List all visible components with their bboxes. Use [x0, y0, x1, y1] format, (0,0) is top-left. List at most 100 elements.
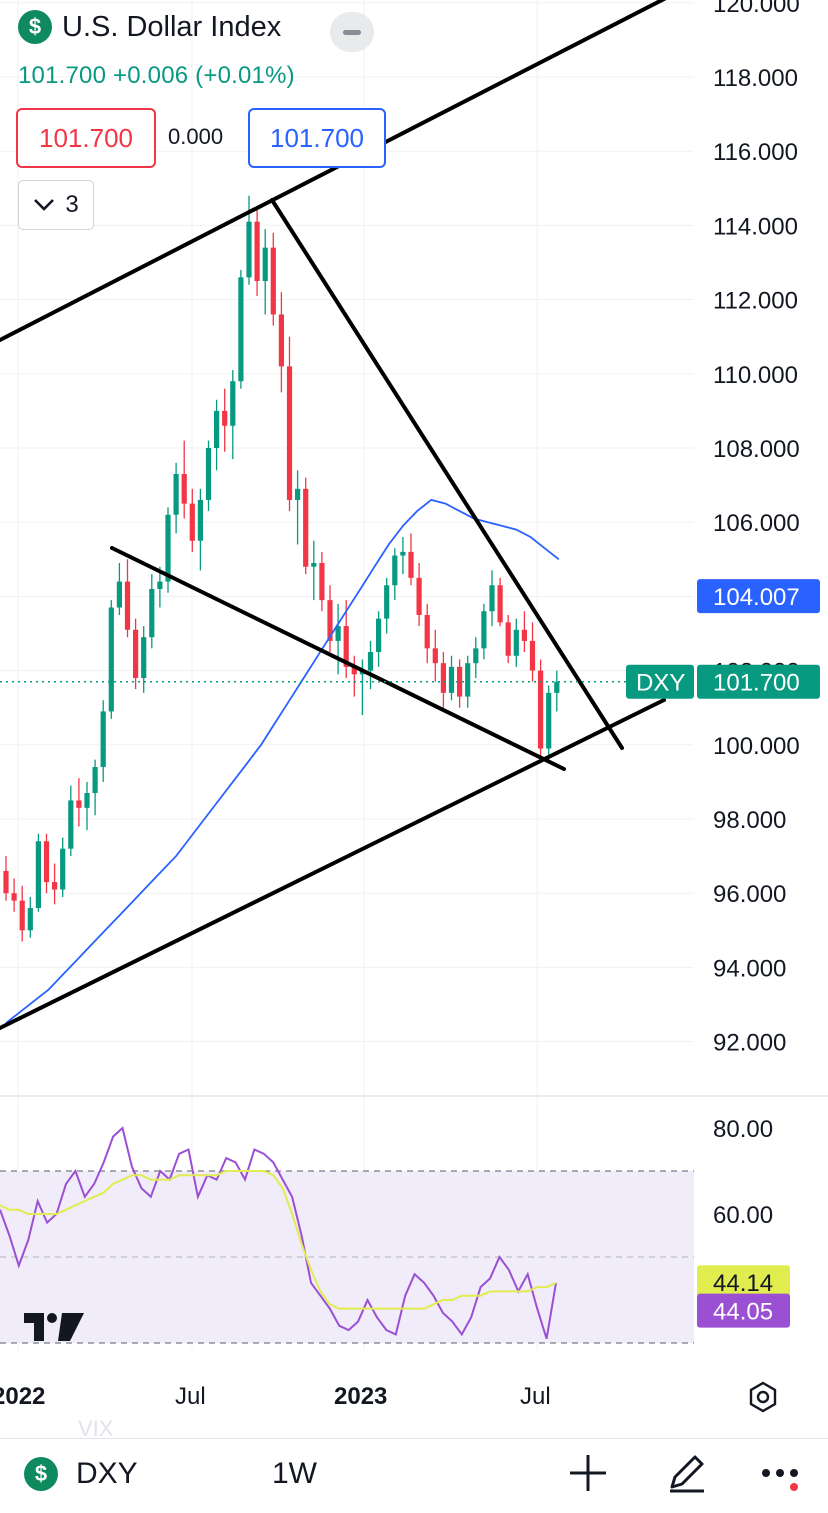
- pen-icon[interactable]: [664, 1449, 710, 1495]
- chart-grid: [0, 0, 828, 1350]
- candle-body: [295, 488, 301, 500]
- symbol-selector[interactable]: DXY: [76, 1457, 138, 1490]
- symbol-tag-bg: [626, 664, 694, 699]
- candle-body: [133, 629, 139, 679]
- candle-body: [408, 551, 414, 578]
- symbol-header[interactable]: $ U.S. Dollar Index: [18, 10, 281, 44]
- price-candles: [3, 195, 560, 942]
- candle-body: [189, 503, 195, 541]
- buy-button[interactable]: 101.700: [248, 108, 386, 168]
- candle-body: [376, 618, 382, 653]
- candle-body: [513, 629, 519, 656]
- price-tick-label: 110.000: [713, 362, 798, 389]
- candle-body: [311, 563, 317, 567]
- price-change: 101.700 +0.006 (+0.01%): [18, 62, 295, 89]
- trendline: [0, 698, 666, 1030]
- candle-body: [424, 614, 430, 649]
- chart-area[interactable]: 120.000 118.000 116.000 114.000 112.000 110.0…: [0, 0, 828, 1440]
- moving-average-line: [5, 498, 560, 1024]
- candle-body: [19, 900, 25, 931]
- time-axis: 2022 Jul 2023 Jul: [0, 1383, 551, 1410]
- candle-body: [3, 870, 9, 894]
- more-icon[interactable]: [758, 1461, 804, 1491]
- candle-body: [554, 681, 560, 693]
- candle-body: [489, 585, 495, 612]
- candle-body: [254, 221, 260, 282]
- price-tick-label: 96.000: [713, 881, 786, 908]
- symbol-tag: DXY: [636, 670, 685, 697]
- ma-tag: 104.007: [713, 584, 800, 611]
- watermark-text: VIX: [78, 1416, 114, 1441]
- ma-tag-bg: [697, 579, 820, 614]
- chevron-down-icon: [34, 199, 55, 211]
- candle-body: [124, 581, 131, 630]
- candle-body: [165, 514, 171, 582]
- price-tick-label: 114.000: [713, 213, 798, 240]
- candle-body: [384, 585, 390, 619]
- price-tick-label: 112.000: [713, 288, 798, 315]
- candle-body: [416, 577, 422, 615]
- candle-body: [238, 277, 244, 382]
- dollar-icon: $: [24, 1457, 58, 1491]
- candle-body: [319, 563, 325, 601]
- candle-body: [60, 848, 66, 890]
- candle-body: [392, 555, 398, 586]
- candle-body: [35, 841, 41, 909]
- trendline: [110, 546, 566, 771]
- time-tick-label: Jul: [175, 1383, 206, 1410]
- candle-body: [222, 410, 228, 426]
- tradingview-logo-icon: [24, 1313, 84, 1341]
- rsi-ma-tag-bg: [697, 1265, 790, 1300]
- candle-body: [246, 221, 252, 278]
- candle-body: [278, 314, 284, 367]
- candle-body: [432, 648, 438, 664]
- candle-body: [473, 648, 479, 664]
- spread-value: 0.000: [168, 124, 224, 149]
- candle-body: [335, 626, 341, 641]
- price-tick-label: 92.000: [713, 1030, 786, 1057]
- candle-body: [52, 882, 58, 890]
- candle-body: [327, 600, 333, 641]
- sell-button[interactable]: 101.700: [16, 108, 156, 168]
- price-tick-label: 118.000: [713, 65, 798, 92]
- symbol-title: U.S. Dollar Index: [62, 10, 282, 43]
- rsi-tick-label: 60.00: [713, 1202, 773, 1229]
- rsi-ma-tag: 44.14: [713, 1270, 773, 1297]
- rsi-tag: 44.05: [713, 1299, 773, 1326]
- interval-selector[interactable]: 1W: [272, 1457, 317, 1490]
- minus-icon: [343, 29, 361, 35]
- candle-body: [108, 607, 114, 712]
- candle-body: [205, 448, 212, 500]
- candle-body: [448, 666, 455, 693]
- dollar-icon: $: [18, 10, 52, 44]
- candle-body: [481, 611, 487, 649]
- price-tick-label: 120.000: [713, 0, 800, 18]
- settings-hexagon-icon[interactable]: [746, 1380, 780, 1414]
- price-tick-label: 108.000: [713, 436, 800, 463]
- plus-icon[interactable]: [566, 1451, 610, 1495]
- candle-body: [262, 247, 268, 282]
- candle-body: [546, 692, 552, 749]
- candle-body: [76, 800, 82, 808]
- candle-body: [457, 666, 463, 697]
- rsi-tag-bg: [697, 1293, 790, 1328]
- candle-body: [43, 841, 50, 883]
- rsi-tick-label: 80.00: [713, 1116, 773, 1143]
- rsi-line: [0, 1126, 557, 1339]
- candle-body: [521, 629, 527, 641]
- candle-body: [27, 908, 33, 931]
- price-tick-label: 100.000: [713, 733, 800, 760]
- trendlines[interactable]: [0, 0, 667, 1030]
- candle-body: [197, 499, 203, 541]
- candle-body: [270, 247, 276, 315]
- candle-body: [68, 800, 74, 849]
- candle-body: [505, 622, 511, 656]
- indicator-count: 3: [65, 191, 79, 218]
- candle-body: [173, 473, 179, 515]
- candle-body: [141, 637, 147, 679]
- rsi-lines: [0, 1126, 557, 1339]
- candle-body: [400, 551, 406, 556]
- indicators-toggle-button[interactable]: 3: [18, 180, 94, 230]
- minimize-button[interactable]: [330, 12, 374, 52]
